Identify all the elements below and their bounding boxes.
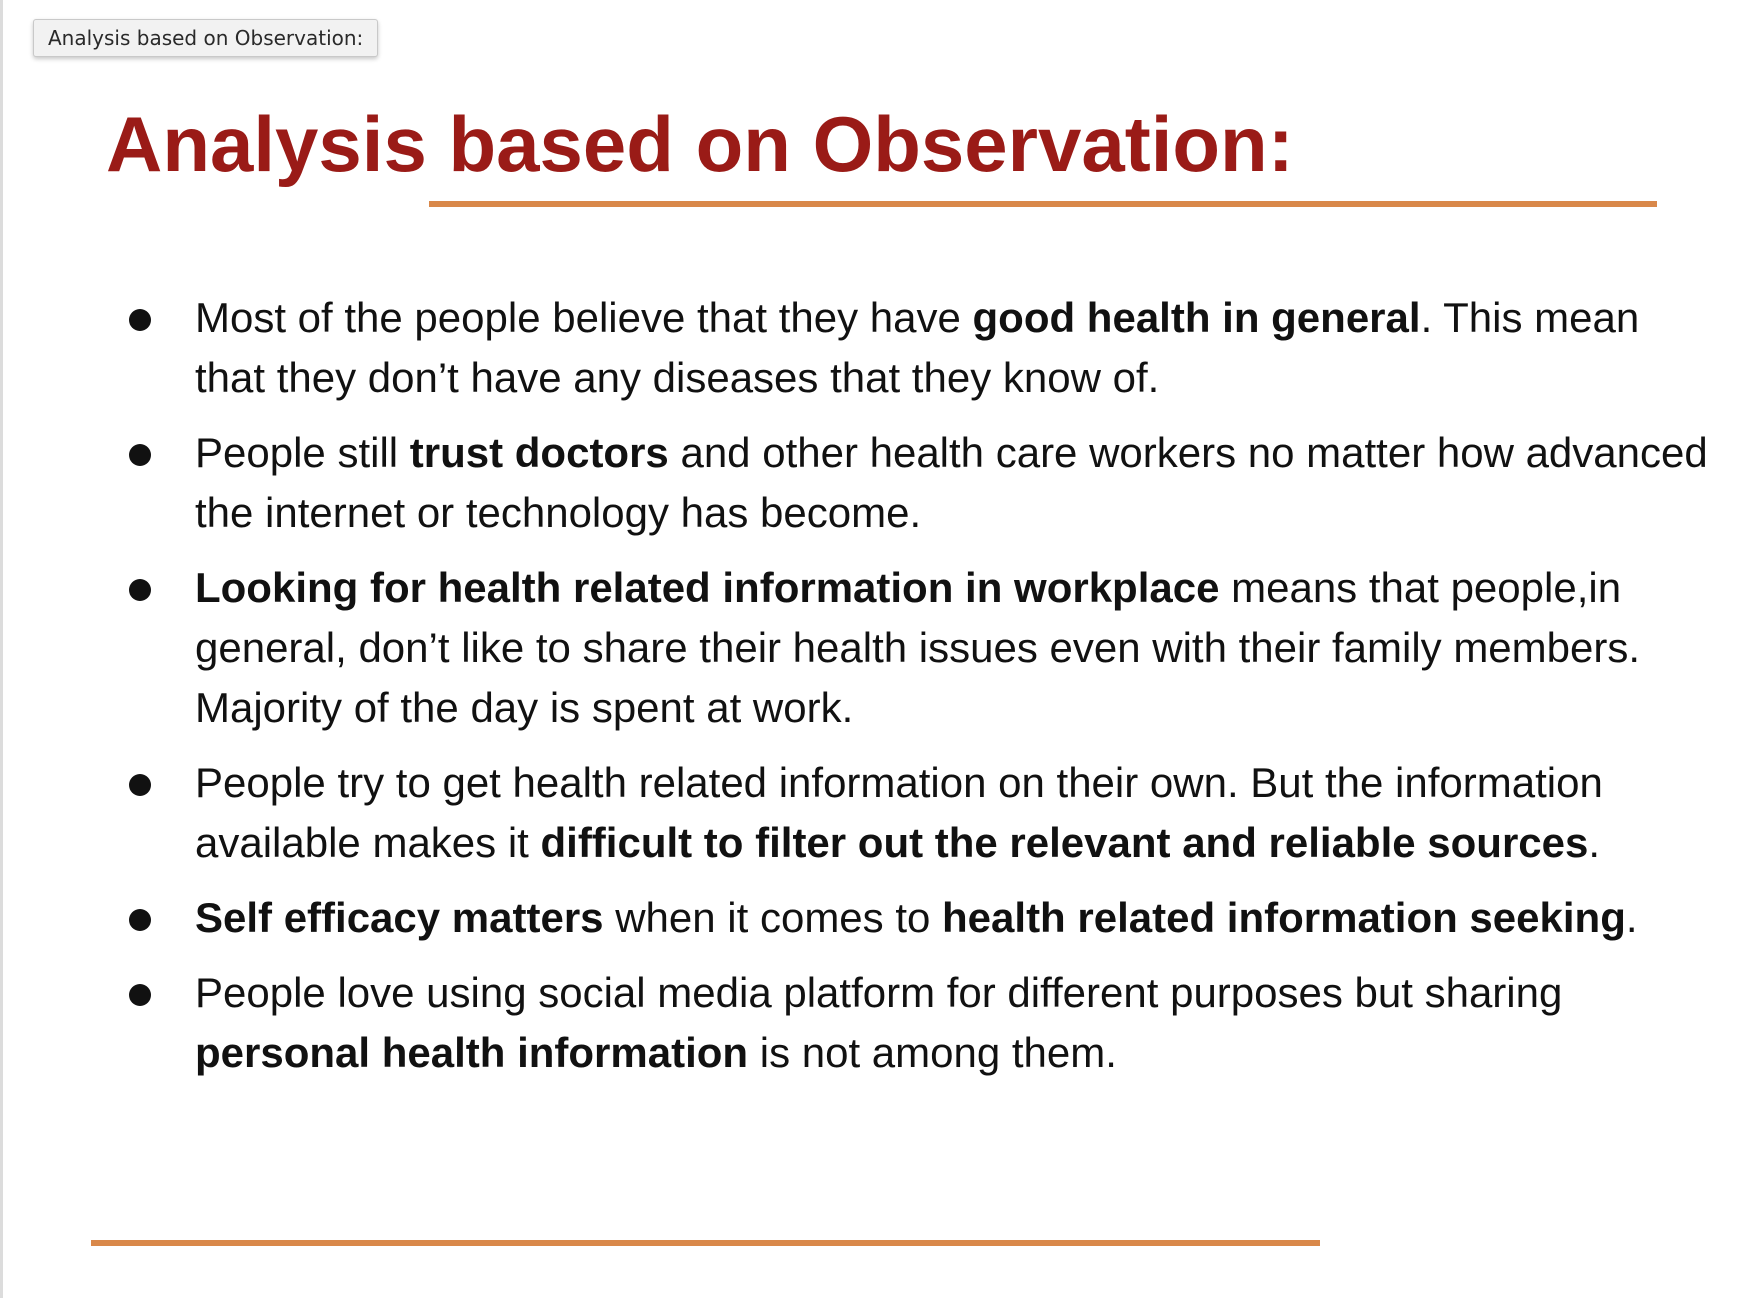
bullet-emphasis: personal health information bbox=[195, 1029, 749, 1076]
bullet-emphasis: difficult to filter out the relevant and… bbox=[540, 819, 1589, 866]
bullet-item: People love using social media platform … bbox=[0, 963, 1746, 1083]
bullet-text: is not among them. bbox=[748, 1029, 1117, 1076]
bullet-emphasis: Looking for health related information i… bbox=[195, 564, 1220, 611]
bullet-emphasis: health related information seeking bbox=[942, 894, 1626, 941]
bullet-dot-icon bbox=[129, 444, 151, 466]
bullet-emphasis: good health in general bbox=[972, 294, 1421, 341]
bullet-dot-icon bbox=[129, 984, 151, 1006]
window-edge bbox=[0, 0, 3, 1298]
bullet-emphasis: Self efficacy matters bbox=[195, 894, 604, 941]
bullet-text: . bbox=[1625, 894, 1638, 941]
bullet-item: People still trust doctors and other hea… bbox=[0, 423, 1746, 543]
bullet-list: Most of the people believe that they hav… bbox=[0, 288, 1746, 1083]
title-underline bbox=[429, 201, 1657, 207]
bullet-text: Most of the people believe that they hav… bbox=[195, 294, 973, 341]
bullet-text: means that people,in general, don’t like… bbox=[195, 564, 1641, 731]
bullet-item: Most of the people believe that they hav… bbox=[0, 288, 1746, 408]
tooltip: Analysis based on Observation: bbox=[33, 19, 379, 57]
bullet-item: People try to get health related informa… bbox=[0, 753, 1746, 873]
bullet-text: . bbox=[1588, 819, 1601, 866]
bullet-dot-icon bbox=[129, 579, 151, 601]
bullet-text: People still bbox=[195, 429, 410, 476]
bullet-text: when it comes to bbox=[603, 894, 943, 941]
bullet-emphasis: trust doctors bbox=[409, 429, 669, 476]
bullet-item: Self efficacy matters when it comes to h… bbox=[0, 888, 1746, 948]
bullet-dot-icon bbox=[129, 309, 151, 331]
slide-title: Analysis based on Observation: bbox=[106, 100, 1294, 188]
bullet-dot-icon bbox=[129, 774, 151, 796]
bullet-text: . This mean that they don’t have any dis… bbox=[195, 294, 1640, 401]
bullet-text: People love using social media platform … bbox=[195, 969, 1563, 1016]
bullet-item: Looking for health related information i… bbox=[0, 558, 1746, 738]
footer-rule bbox=[91, 1240, 1320, 1246]
bullet-text: and other health care workers no matter … bbox=[195, 429, 1708, 536]
bullet-text: People try to get health related informa… bbox=[195, 759, 1603, 866]
bullet-dot-icon bbox=[129, 909, 151, 931]
